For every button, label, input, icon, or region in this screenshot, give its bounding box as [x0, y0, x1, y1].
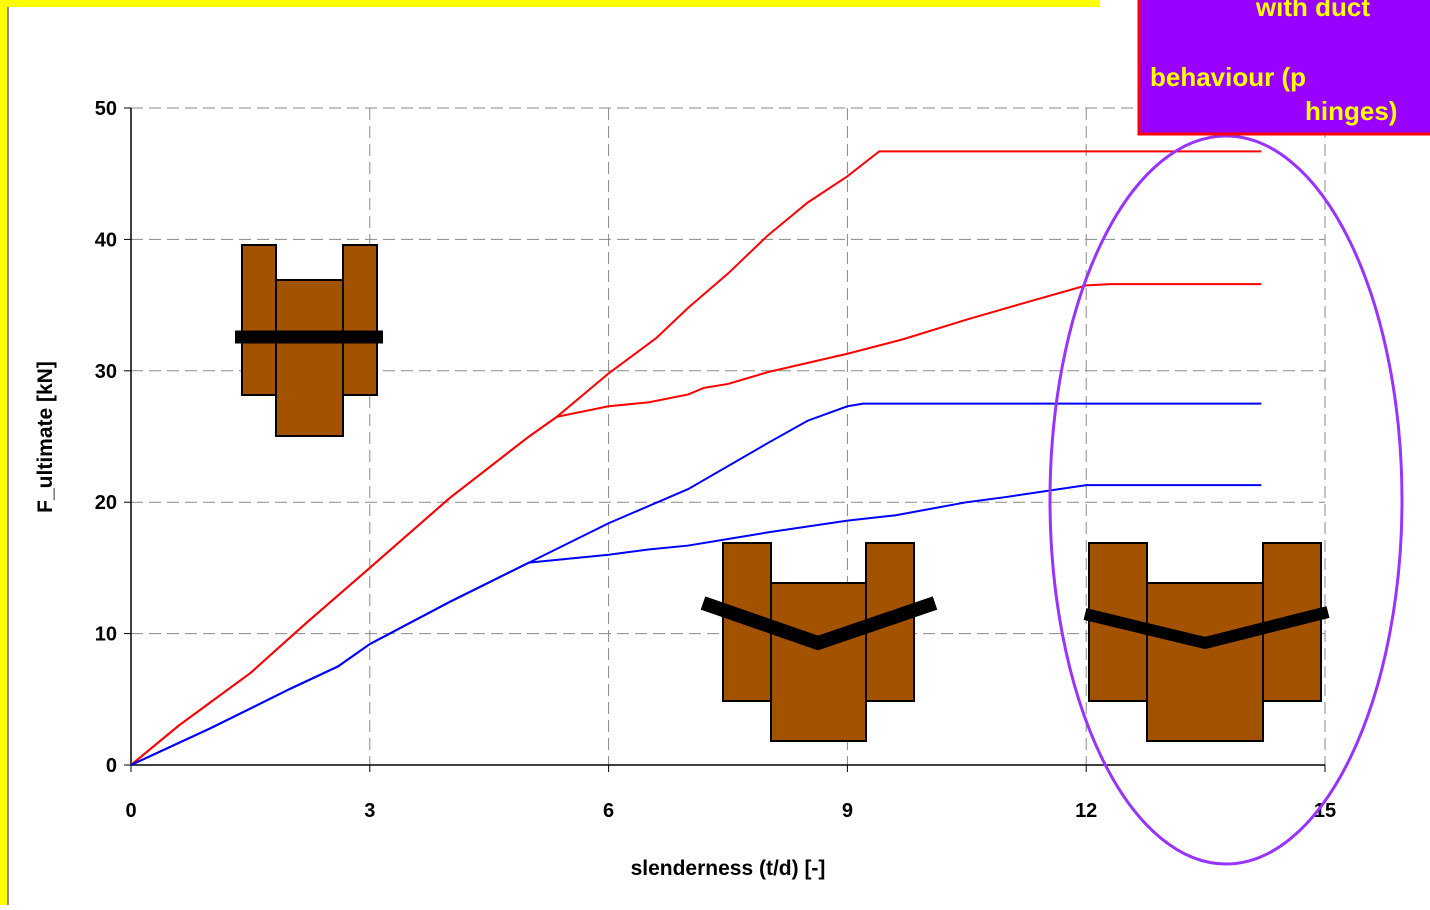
x-tick-label: 3	[364, 800, 375, 822]
x-tick-label: 9	[842, 800, 853, 822]
y-tick-label: 10	[95, 624, 117, 646]
x-tick-label: 0	[125, 800, 136, 822]
chart: 0102030405003691215 with duct behaviour …	[0, 0, 1430, 905]
page: {"chart_data": {"type": "line", "xlabel"…	[0, 0, 1430, 905]
callout-line: hinges)	[1305, 96, 1397, 126]
x-axis-title: slenderness (t/d) [-]	[631, 857, 826, 880]
y-tick-label: 40	[95, 229, 117, 251]
y-tick-label: 30	[95, 361, 117, 383]
figure-3	[1085, 543, 1328, 741]
y-tick-label: 0	[106, 755, 117, 777]
y-tick-label: 20	[95, 492, 117, 514]
callout-line: behaviour (p	[1150, 62, 1306, 92]
left-strip	[0, 0, 8, 905]
y-axis-title: F_ultimate [kN]	[34, 361, 57, 513]
callout-line: with duct	[1255, 0, 1370, 22]
figure-2	[703, 543, 935, 741]
top-strip	[0, 0, 1100, 7]
figure-1	[235, 245, 383, 436]
x-tick-label: 6	[603, 800, 614, 822]
y-tick-label: 50	[95, 98, 117, 120]
highlight-ellipse	[1050, 136, 1402, 864]
x-tick-label: 12	[1075, 800, 1097, 822]
